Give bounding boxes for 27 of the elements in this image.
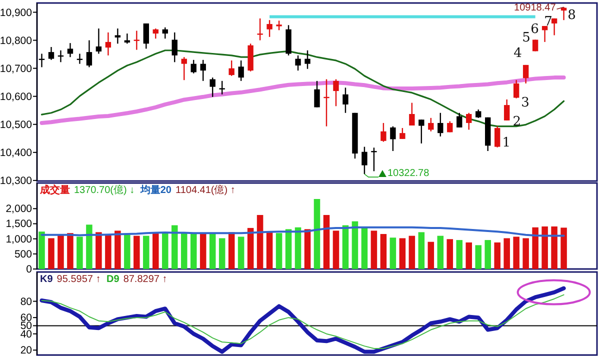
ytick-label: 10,800 [0,34,32,47]
ytick-label: 10,700 [0,62,32,75]
annotation: 3 [521,95,530,110]
ytick-label: 10,500 [0,118,32,131]
annotation: 10322.78 [387,168,430,180]
ytick-label: 1,500 [6,218,32,230]
ytick-label: 80 [20,296,32,308]
annotation: 1 [502,135,510,150]
annotation: 7 [544,14,552,30]
ytick-label: 10,300 [0,174,32,187]
annotation: 2 [512,114,521,130]
annotation: 5 [522,30,530,46]
ytick-label: 10,600 [0,90,32,103]
ytick-label: 10,400 [0,146,32,159]
annotation: 10918.47 [514,2,556,14]
ytick-label: 10,900 [0,6,32,19]
ytick-label: 1,000 [6,233,32,246]
annotation: 4 [514,46,522,61]
ytick-label: 20 [20,344,32,356]
legend-header: 成交量 1370.70(億) ↓ 均量20 1104.41(億) ↑ [40,185,236,196]
ytick-label: 2,000 [6,203,32,216]
ytick-label: 500 [14,248,32,260]
legend-header: K9 95.5957 ↑ D9 87.8297 ↑ [40,274,168,285]
annotation: 8 [568,8,576,24]
annotation: 6 [530,22,539,37]
ytick-label: 40 [20,328,32,340]
ytick-label: 0 [26,264,32,276]
